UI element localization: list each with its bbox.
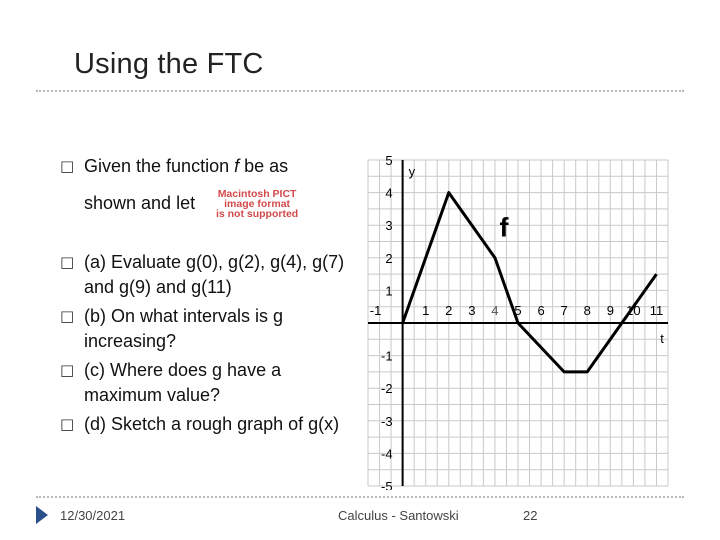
x-tick-label: 6 — [537, 303, 544, 318]
box-bullet-icon: □ — [60, 253, 75, 271]
function-label: f — [500, 213, 510, 243]
y-tick-label: -1 — [381, 349, 393, 364]
footer-page-number: 22 — [523, 508, 538, 523]
bullet-item-given: □ Given the function f be as shown and l… — [60, 154, 318, 219]
bullet-text-a: (a) Evaluate g(0), g(2), g(4), g(7) and … — [84, 252, 345, 297]
y-tick-label: 4 — [385, 186, 392, 201]
bullet-item-b: □ (b) On what intervals is g increasing? — [60, 304, 345, 354]
x-tick-label: 1 — [422, 303, 429, 318]
x-tick-label: 7 — [561, 303, 568, 318]
footer-divider — [36, 496, 684, 498]
title-divider — [36, 90, 684, 92]
y-tick-label: 5 — [385, 156, 392, 168]
bullet-item-a: □ (a) Evaluate g(0), g(2), g(4), g(7) an… — [60, 250, 345, 300]
bullet-text-given: Given the function — [84, 156, 235, 176]
y-tick-label: -2 — [381, 381, 393, 396]
footer-arrow-icon — [36, 506, 48, 524]
x-tick-label: 8 — [584, 303, 591, 318]
box-bullet-icon: □ — [60, 157, 75, 175]
y-tick-label: -3 — [381, 414, 393, 429]
x-tick-label: 2 — [445, 303, 452, 318]
bullet-text-given-end: be as — [239, 156, 289, 176]
bullet-item-c: □ (c) Where does g have a maximum value? — [60, 358, 345, 408]
x-tick-label: 3 — [468, 303, 475, 318]
box-bullet-icon: □ — [60, 361, 75, 379]
bullet-text-d: (d) Sketch a rough graph of g(x) — [84, 414, 340, 434]
y-axis-label: y — [409, 164, 416, 179]
bullet-text-c: (c) Where does g have a maximum value? — [84, 360, 282, 405]
x-tick-label: -1 — [370, 303, 382, 318]
bullet-text-b: (b) On what intervals is g increasing? — [84, 306, 284, 351]
y-tick-label: 2 — [385, 251, 392, 266]
y-tick-label: 1 — [385, 283, 392, 298]
bullet-item-d: □ (d) Sketch a rough graph of g(x) — [60, 412, 339, 437]
slide-title: Using the FTC — [74, 48, 264, 80]
x-tick-label: 11 — [650, 303, 664, 318]
y-tick-label: 3 — [385, 218, 392, 233]
x-tick-label: 4 — [491, 303, 498, 318]
function-f-line — [401, 191, 658, 374]
unsupported-image-placeholder: Macintosh PICT image format is not support… — [197, 189, 318, 219]
y-tick-label: -4 — [381, 446, 393, 461]
x-tick-label: 5 — [514, 303, 521, 318]
function-name: f — [234, 156, 240, 176]
footer-date: 12/30/2021 — [60, 508, 126, 523]
box-bullet-icon: □ — [60, 415, 75, 433]
box-bullet-icon: □ — [60, 307, 75, 325]
footer-course: Calculus - Santowski — [338, 508, 459, 523]
x-tick-label: 9 — [607, 303, 614, 318]
y-tick-label: -5 — [381, 479, 393, 490]
bullet-text-let: shown and let — [84, 192, 196, 213]
x-axis-label: t — [660, 331, 664, 346]
